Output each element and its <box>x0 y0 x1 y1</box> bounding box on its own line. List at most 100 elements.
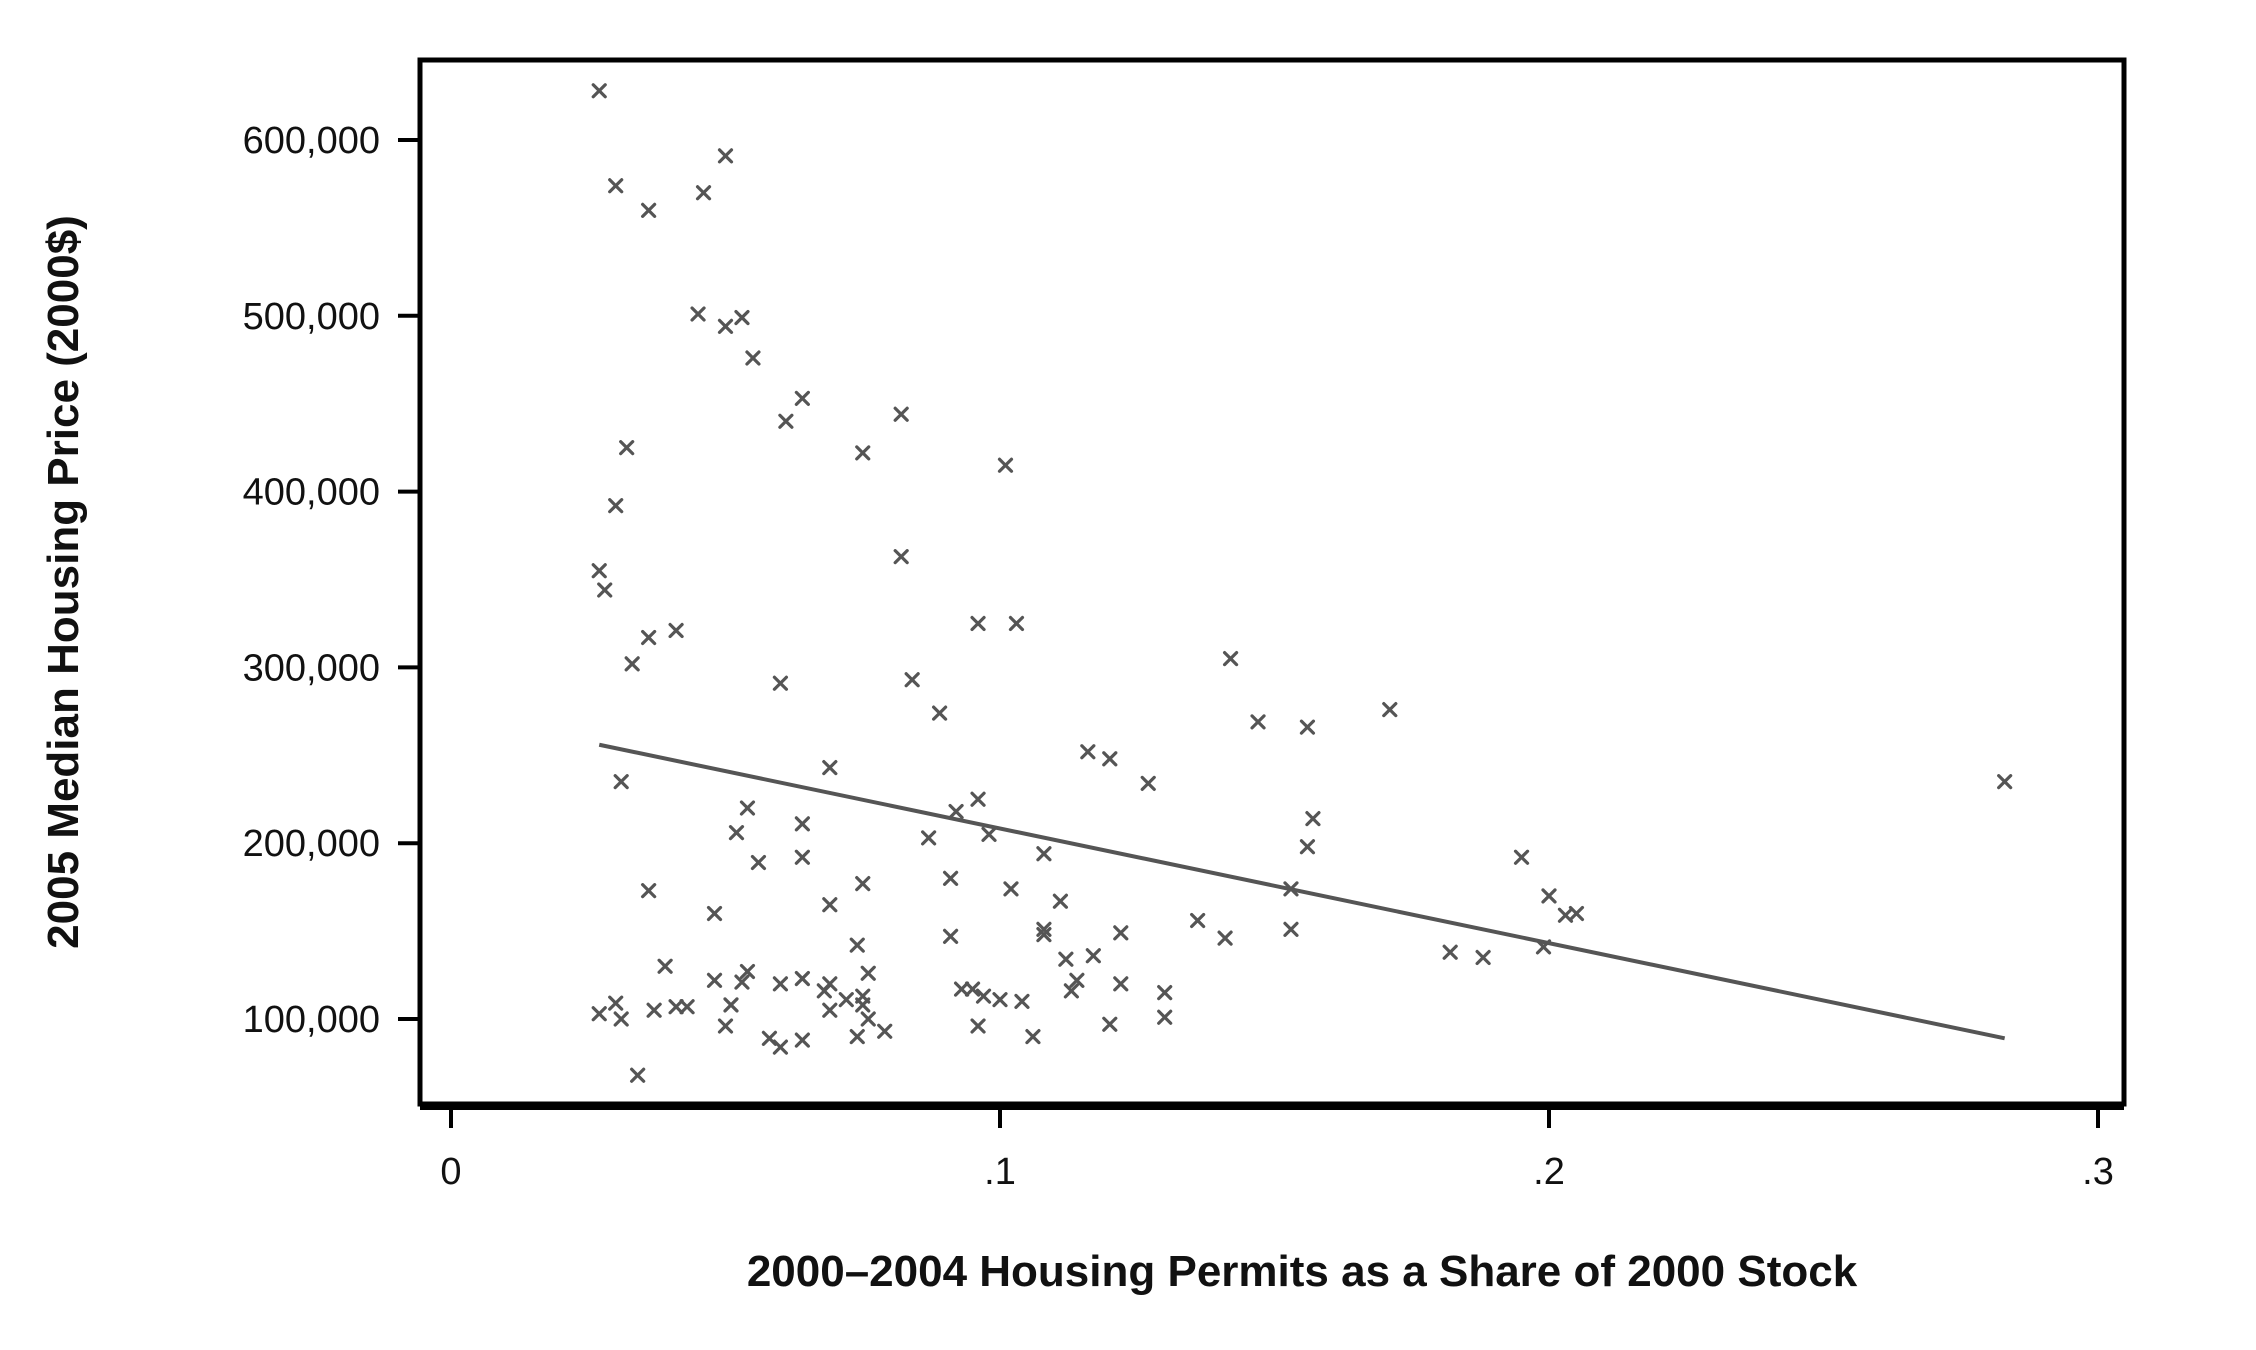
scatter-point <box>772 976 789 992</box>
scatter-point <box>849 1028 865 1045</box>
scatter-point <box>877 1023 893 1039</box>
scatter-point <box>970 615 986 632</box>
scatter-point <box>1382 701 1398 718</box>
scatter-point <box>630 1067 646 1083</box>
scatter-point <box>619 440 635 456</box>
scatter-point <box>997 457 1014 473</box>
scatter-point <box>1283 881 1299 897</box>
scatter-point <box>679 999 695 1015</box>
scatter-point <box>728 825 745 841</box>
x-tick-label: .3 <box>2082 1151 2114 1193</box>
scatter-point <box>1113 925 1129 941</box>
x-tick-label: .2 <box>1533 1151 1565 1193</box>
scatter-point <box>1299 839 1316 855</box>
scatter-point <box>690 306 706 322</box>
scatter-point <box>668 999 684 1015</box>
scatter-point <box>794 816 810 832</box>
scatter-point <box>772 1039 789 1055</box>
scatter-point <box>822 1002 838 1018</box>
scatter-point <box>794 849 810 865</box>
scatter-point <box>695 185 712 201</box>
scatter-point <box>942 870 959 886</box>
x-axis-title: 2000–2004 Housing Permits as a Share of … <box>747 1247 1858 1296</box>
scatter-point <box>608 178 624 194</box>
scatter-point <box>953 981 970 997</box>
y-axis: 100,000 200,000 300,000 400,000 500,000 600,0… <box>243 120 420 1041</box>
scatter-point <box>706 905 723 922</box>
scatter-point <box>723 997 739 1013</box>
scatter-point <box>591 563 607 579</box>
scatter-point <box>1535 939 1552 955</box>
scatter-point <box>1063 983 1079 999</box>
scatter-point <box>717 318 734 334</box>
scatter-point <box>1003 881 1019 897</box>
scatter-point <box>794 390 810 407</box>
x-axis: 0 .1 .2 .3 <box>420 1106 2124 1193</box>
y-tick-label: 100,000 <box>243 999 380 1041</box>
fit-line <box>598 742 2006 1041</box>
scatter-point <box>657 958 673 974</box>
scatter-point <box>948 803 964 820</box>
scatter-point <box>1014 993 1030 1010</box>
scatter-point <box>1283 921 1299 937</box>
scatter-point <box>1475 949 1491 966</box>
scatter-point <box>734 974 750 990</box>
scatter-point <box>855 445 871 461</box>
scatter-point <box>1036 846 1052 862</box>
scatter-point <box>641 883 657 899</box>
y-tick-label: 200,000 <box>243 823 380 865</box>
scatter-point <box>855 997 871 1013</box>
scatter-point <box>1299 719 1316 735</box>
scatter-point <box>942 928 959 944</box>
scatter-point <box>1113 976 1129 992</box>
scatter-point <box>597 582 613 598</box>
scatter-point <box>964 981 981 997</box>
scatter-point <box>932 705 948 721</box>
scatter-point <box>1442 944 1458 960</box>
scatter-point <box>838 992 854 1008</box>
scatter-point <box>822 760 838 776</box>
scatter-point <box>1036 927 1052 943</box>
scatter-point <box>970 1018 986 1034</box>
scatter-point <box>613 1011 629 1027</box>
scatter-point <box>849 937 865 953</box>
scatter-point <box>772 675 789 691</box>
scatter-point <box>1080 744 1096 760</box>
scatter-point <box>668 622 684 639</box>
scatter-point <box>1217 930 1233 946</box>
scatter-point <box>591 83 607 99</box>
scatter-point <box>1069 972 1085 988</box>
scatter-point <box>1250 714 1266 730</box>
scatter-point <box>970 791 986 807</box>
scatter-point <box>1140 775 1156 792</box>
scatter-point <box>1085 948 1101 964</box>
scatter-point <box>706 972 723 988</box>
scatter-point <box>1058 951 1074 967</box>
scatter-point <box>1102 1016 1118 1032</box>
scatter-point <box>778 413 794 429</box>
x-tick-label: 0 <box>440 1151 461 1193</box>
y-tick-label: 400,000 <box>243 472 380 514</box>
plot-frame <box>417 57 2127 1107</box>
scatter-point <box>893 406 909 422</box>
scatter-point <box>1222 651 1239 667</box>
scatter-point <box>608 995 624 1011</box>
scatter-point <box>624 656 640 672</box>
y-tick-label: 300,000 <box>243 647 380 689</box>
scatter-point <box>893 549 909 565</box>
scatter-point <box>1025 1028 1041 1045</box>
scatter-point <box>794 1032 810 1048</box>
scatter-point <box>1568 905 1585 922</box>
scatter-point <box>1997 774 2013 790</box>
scatter-point <box>641 629 657 646</box>
scatter-point <box>1157 1009 1173 1025</box>
scatter-point <box>1305 810 1321 827</box>
scatter-point <box>641 202 657 218</box>
y-tick-label: 500,000 <box>243 296 380 338</box>
scatter-point <box>1190 912 1206 929</box>
scatter-point <box>794 970 810 987</box>
scatter-point <box>739 963 756 980</box>
scatter-point <box>613 774 629 790</box>
scatter-point <box>646 1002 662 1018</box>
